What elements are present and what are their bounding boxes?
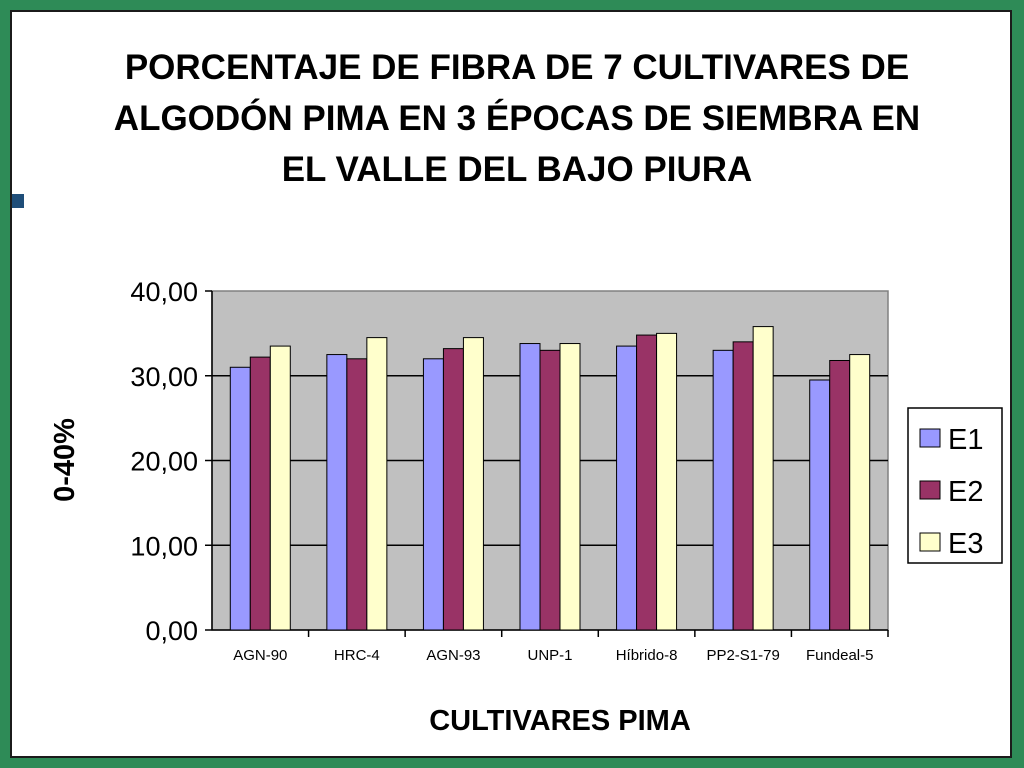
bar-e1 <box>519 343 541 631</box>
slide-frame: PORCENTAJE DE FIBRA DE 7 CULTIVARES DE A… <box>10 10 1012 758</box>
bar-e1 <box>229 366 251 631</box>
bar-e1 <box>616 345 638 631</box>
bar-e1 <box>712 349 734 631</box>
x-tick-label: AGN-93 <box>426 647 480 664</box>
x-axis-title: CULTIVARES PIMA <box>429 705 691 737</box>
x-tick-label: HRC-4 <box>334 647 380 664</box>
y-tick-label: 0,00 <box>145 616 198 646</box>
bar-e3 <box>752 326 774 631</box>
x-tick-label: UNP-1 <box>527 647 572 664</box>
legend-swatch-e2 <box>919 480 941 500</box>
x-tick-label: Híbrido-8 <box>616 647 678 664</box>
bar-e3 <box>462 337 484 631</box>
y-axis-title: 0-40% <box>49 418 81 502</box>
x-tick-label: AGN-90 <box>233 647 287 664</box>
slide-accent-bar <box>12 194 24 208</box>
chart-title: PORCENTAJE DE FIBRA DE 7 CULTIVARES DE A… <box>113 48 921 189</box>
bar-e2 <box>442 348 464 631</box>
bar-e2 <box>636 334 658 631</box>
bar-chart: 0,00 10,00 20,00 30,00 40,00 AGN-90 HRC-4 AGN-9… <box>49 277 1003 737</box>
bar-e2 <box>346 358 368 631</box>
y-tick-label: 40,00 <box>130 277 198 307</box>
bar-e3 <box>559 343 581 631</box>
y-tick-label: 20,00 <box>130 447 198 477</box>
y-tick-label: 30,00 <box>130 362 198 392</box>
bar-e1 <box>809 379 831 631</box>
bar-e3 <box>269 345 291 631</box>
legend-label-e2: E2 <box>948 476 983 508</box>
bar-e3 <box>366 337 388 631</box>
bar-e3 <box>656 332 678 631</box>
bar-e2 <box>829 359 851 631</box>
bar-e2 <box>539 349 561 631</box>
legend-label-e3: E3 <box>948 528 983 560</box>
bar-e3 <box>849 354 871 631</box>
y-tick-label: 10,00 <box>130 531 198 561</box>
x-tick-label: Fundeal-5 <box>806 647 874 664</box>
legend-swatch-e3 <box>919 532 941 552</box>
legend-label-e1: E1 <box>948 424 983 456</box>
bar-e1 <box>422 358 444 631</box>
x-tick-label: PP2-S1-79 <box>706 647 779 664</box>
bar-e1 <box>326 354 348 631</box>
bar-e2 <box>732 341 754 631</box>
legend-swatch-e1 <box>919 428 941 448</box>
bar-e2 <box>249 356 271 631</box>
